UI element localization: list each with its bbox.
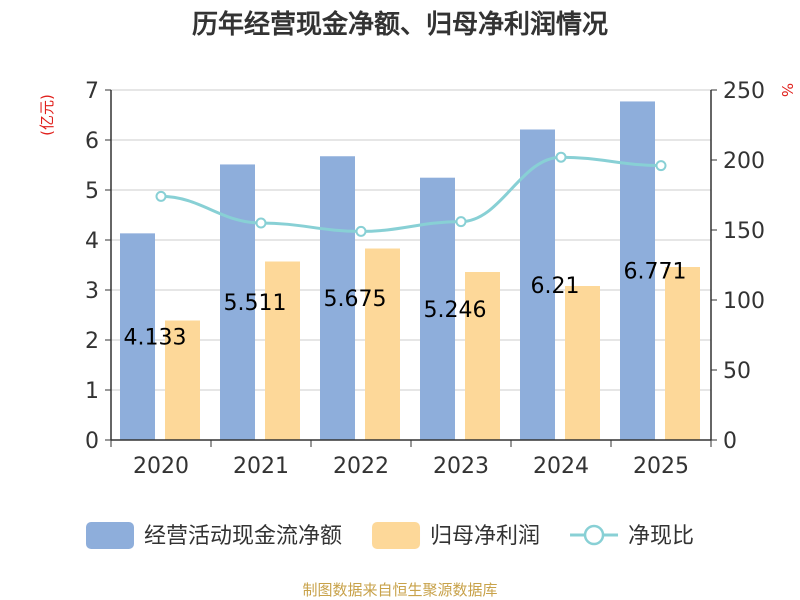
legend-ratio-marker <box>583 524 605 546</box>
data-labels: 4.133 5.511 5.675 5.246 6.21 6.771 <box>124 260 687 351</box>
y-left-unit: (亿元) <box>38 94 56 136</box>
x-tick-label: 2023 <box>433 454 489 479</box>
y-left-tick-label: 5 <box>85 179 99 204</box>
ratio-point <box>155 190 167 202</box>
ratio-point <box>255 217 267 229</box>
cashflow-bar <box>120 233 155 440</box>
ratio-point <box>555 151 567 163</box>
x-tick-label: 2020 <box>133 454 189 479</box>
cashflow-bar <box>220 164 255 440</box>
y-right-tick-label: 0 <box>723 429 737 454</box>
profit-bar <box>365 248 400 440</box>
cashflow-data-label: 4.133 <box>124 326 187 351</box>
x-tick-label: 2022 <box>333 454 389 479</box>
ratio-line <box>155 151 667 237</box>
y-left-tick-label: 1 <box>85 379 99 404</box>
profit-bar <box>265 261 300 440</box>
ratio-point <box>355 225 367 237</box>
cashflow-bar <box>520 129 555 440</box>
ratio-point <box>655 160 667 172</box>
legend: 经营活动现金流净额 归母净利润 净现比 <box>86 522 694 549</box>
x-tick-label: 2025 <box>633 454 689 479</box>
legend-label: 净现比 <box>628 524 694 549</box>
cashflow-data-label: 6.771 <box>624 260 687 285</box>
cashflow-bar <box>320 156 355 440</box>
ratio-point <box>455 216 467 228</box>
y-right-tick-label: 150 <box>723 219 765 244</box>
x-tick-label: 2021 <box>233 454 289 479</box>
cashflow-data-label: 6.21 <box>531 274 580 299</box>
y-right-tick-label: 250 <box>723 79 765 104</box>
source-note: 制图数据来自恒生聚源数据库 <box>302 581 497 599</box>
y-right-unit: % <box>778 83 796 97</box>
cashflow-data-label: 5.675 <box>324 287 387 312</box>
y-left-tick-label: 6 <box>85 129 99 154</box>
x-tick-label: 2024 <box>533 454 589 479</box>
y-left-tick-label: 7 <box>85 79 99 104</box>
cashflow-data-label: 5.511 <box>224 291 287 316</box>
legend-profit-swatch <box>372 522 421 549</box>
profit-bar <box>565 286 600 440</box>
y-left-tick-label: 0 <box>85 429 99 454</box>
cashflow-bar <box>620 101 655 440</box>
legend-cashflow-swatch <box>86 522 134 549</box>
y-right-tick-label: 50 <box>723 359 751 384</box>
y-left-tick-label: 4 <box>85 229 99 254</box>
y-right-tick-label: 200 <box>723 149 765 174</box>
cashflow-data-label: 5.246 <box>424 298 487 323</box>
legend-label: 归母净利润 <box>430 524 540 549</box>
y-right-tick-label: 100 <box>723 289 765 314</box>
chart-title: 历年经营现金净额、归母净利润情况 <box>192 9 608 40</box>
ratio-line-path <box>160 155 662 233</box>
bars <box>120 101 700 440</box>
legend-label: 经营活动现金流净额 <box>144 524 342 549</box>
profit-bar <box>465 272 500 440</box>
grid <box>111 89 711 391</box>
profit-bar <box>165 320 200 440</box>
axes: 0 1 2 3 4 5 6 7 0 50 100 150 200 250 2020 2021 2022 2023 2… <box>85 79 765 479</box>
profit-bar <box>665 267 700 440</box>
y-left-tick-label: 2 <box>85 329 99 354</box>
y-left-tick-label: 3 <box>85 279 99 304</box>
